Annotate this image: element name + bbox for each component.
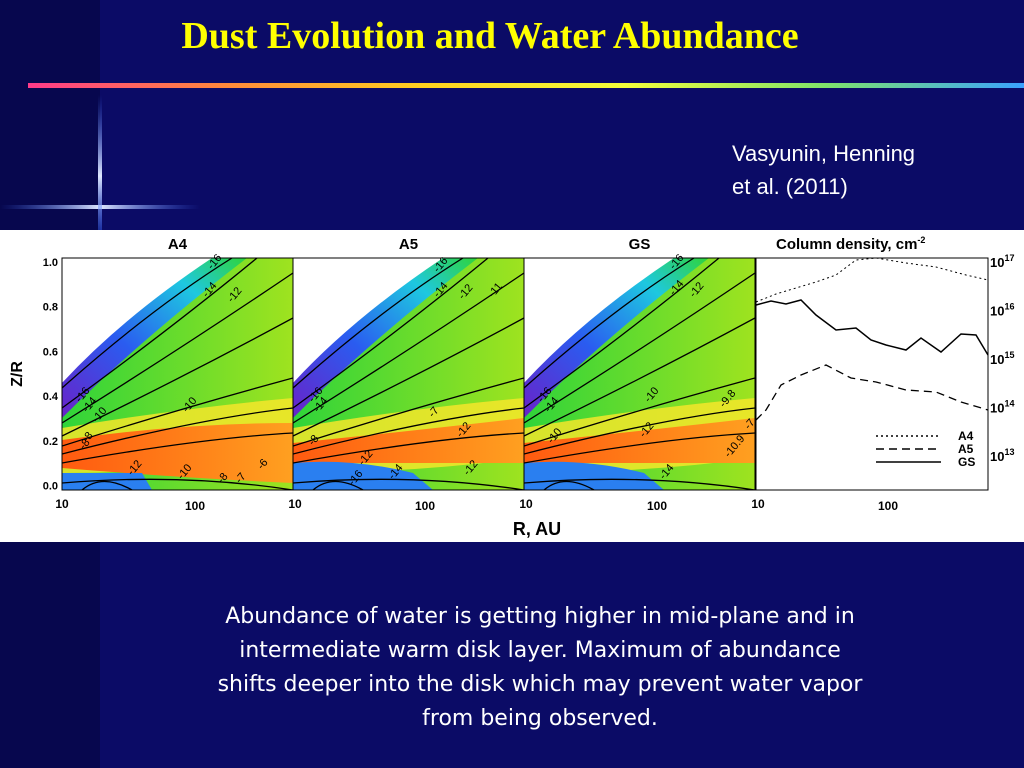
contour-line (312, 480, 364, 490)
legend-label: A4 (958, 429, 974, 443)
panel-body (62, 258, 293, 490)
outside-disk (62, 258, 212, 383)
panel-title: GS (629, 236, 651, 253)
contour-line (524, 377, 755, 447)
x-tick-label: 10 (55, 497, 69, 511)
tick-base: 10 (990, 449, 1004, 464)
tick-base: 10 (990, 255, 1004, 270)
x-tick-label: 100 (878, 499, 898, 513)
legend-label: GS (958, 455, 975, 469)
flare (0, 95, 200, 230)
legend-label: A5 (958, 442, 974, 456)
contour-line (293, 258, 464, 389)
contour-line (293, 272, 524, 424)
contour-line (293, 478, 524, 490)
column-title: Column density, cm-2 (776, 235, 925, 253)
flare-v (98, 95, 102, 230)
water-peak (293, 418, 524, 463)
column-title-exp: -2 (917, 235, 925, 245)
contour-line (62, 407, 293, 455)
contour-panel: -16-14 -12-16-14 -10-10-8-8-12 -6-10 -8 -7 (61, 252, 294, 491)
column-title-text: Column density, cm (776, 236, 917, 253)
contour-line (524, 407, 755, 455)
column-tick: 1016 (990, 302, 1014, 319)
tick-base: 10 (990, 304, 1004, 319)
column-tick: 1013 (990, 447, 1014, 464)
contour-line (543, 480, 595, 490)
tick-exp: 17 (1004, 253, 1014, 263)
panel-title: A4 (168, 236, 188, 253)
caption: Abundance of water is getting higher in … (217, 604, 863, 731)
x-tick-label: 10 (288, 497, 302, 511)
tick-exp: 16 (1004, 302, 1014, 312)
x-tick-label: 100 (415, 499, 435, 513)
x-tick-label: 10 (751, 497, 765, 511)
y-tick-label: 0.8 (43, 302, 58, 314)
x-tick-label: 100 (647, 499, 667, 513)
curve-a5 (755, 364, 989, 421)
citation: et al. (2011) (732, 174, 848, 199)
contour-line (81, 480, 133, 490)
rainbow-rule (28, 83, 1024, 88)
y-tick-label: 0.6 (43, 346, 58, 358)
slide-title: Dust Evolution and Water Abundance (181, 15, 799, 57)
contour-line (293, 317, 524, 437)
contour-panel: -16-14 -12 -11-16-14 -7-12-8-12-14 -12-16 (292, 255, 525, 491)
contour-line (524, 432, 755, 464)
column-tick: 1014 (990, 399, 1014, 416)
column-tick: 1017 (990, 253, 1014, 270)
x-tick-label: 10 (519, 497, 533, 511)
contour-line (524, 258, 695, 389)
curve-a4 (755, 257, 989, 303)
contour-line (293, 407, 524, 455)
panel-title: A5 (399, 236, 418, 253)
contour-line (524, 272, 755, 424)
curve-gs (755, 299, 989, 356)
contour-line (62, 258, 233, 389)
contour-line (293, 432, 524, 464)
tick-exp: 15 (1004, 350, 1014, 360)
contour-line (62, 432, 293, 464)
column-tick: 1015 (990, 350, 1014, 367)
citation: Vasyunin, Henning (732, 141, 916, 166)
outside-disk (524, 258, 674, 383)
contour-panel: -16-14 -12-16-14-10 -9.8-12-10-14-7-10.9 (523, 252, 758, 491)
tick-exp: 13 (1004, 447, 1014, 457)
panel-body (293, 258, 524, 490)
contour-line (293, 377, 524, 447)
contour-line (62, 377, 293, 447)
tick-exp: 14 (1004, 399, 1014, 409)
tick-base: 10 (990, 401, 1004, 416)
y-tick-label: 1.0 (43, 257, 58, 269)
tick-base: 10 (990, 352, 1004, 367)
y-tick-label: 0.2 (43, 436, 58, 448)
y-tick-label: 0.4 (43, 391, 59, 403)
contour-line (524, 258, 720, 409)
contour-line (62, 272, 293, 424)
contour-line (62, 478, 293, 490)
outside-disk (293, 258, 443, 383)
contour-line (62, 317, 293, 437)
x-axis-label: R, AU (513, 519, 561, 539)
panel-frame (523, 257, 756, 491)
y-tick-label: 0.0 (43, 481, 58, 493)
contour-line (293, 258, 489, 409)
x-tick-label: 100 (185, 499, 205, 513)
water-peak (524, 418, 755, 463)
panel-body (524, 258, 755, 490)
figure: -16-14 -12-16-14 -10-10-8-8-12 -6-10 -8 -7A4-… (0, 230, 1024, 542)
contour-line (524, 478, 755, 490)
contour-line (62, 258, 258, 409)
contour-line (524, 317, 755, 437)
y-axis-label: Z/R (9, 361, 26, 387)
